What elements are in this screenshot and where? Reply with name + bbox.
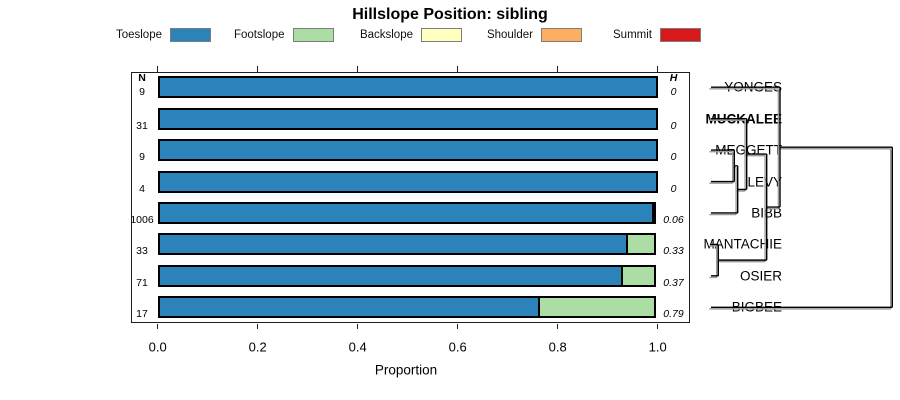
n-value: 33 [136, 245, 148, 258]
row-label-yonges: YONGES [724, 79, 782, 95]
legend-entry: Backslope [360, 27, 462, 43]
x-tick-bottom [557, 323, 559, 329]
legend-swatch-footslope [292, 28, 334, 42]
stacked-bar-osier [157, 264, 656, 287]
legend-label: Toeslope [115, 29, 162, 41]
x-tick-bottom [157, 323, 159, 329]
row-label-bigbee: BIGBEE [731, 299, 782, 315]
legend-label: Backslope [359, 29, 413, 41]
bar-segment-toeslope [157, 264, 623, 287]
stacked-bar-meggett [157, 139, 658, 162]
x-tick-top [157, 66, 159, 72]
legend-swatch-toeslope [170, 28, 211, 42]
plot-box [131, 71, 690, 323]
bar-segment-toeslope [157, 107, 658, 130]
n-value: 1006 [130, 213, 154, 226]
legend-label: Shoulder [486, 29, 533, 41]
stacked-bar-yonges [157, 76, 658, 99]
x-tick-label: 0.6 [448, 339, 467, 355]
row-label-bibb: BIBB [751, 205, 782, 221]
x-tick-label: 1.0 [648, 339, 667, 355]
n-value: 9 [139, 151, 145, 164]
row-label-meggett: MEGGETT [715, 142, 782, 158]
x-tick-bottom [657, 323, 659, 329]
stacked-bar-bibb [157, 201, 657, 224]
row-label-muckalee: MUCKALEE [705, 111, 783, 127]
row-label-levy: LEVY [747, 174, 782, 190]
x-tick-label: 0.0 [148, 339, 167, 355]
h-value: 0.06 [663, 213, 684, 226]
x-tick-bottom [457, 323, 459, 329]
row-label-mantachie: MANTACHIE [703, 236, 782, 252]
bar-segment-footslope [620, 264, 656, 287]
row-label-osier: OSIER [739, 268, 782, 284]
n-value: 4 [139, 182, 145, 195]
h-value: 0 [670, 86, 677, 99]
legend-label: Summit [613, 29, 652, 41]
x-tick-label: 0.2 [248, 339, 267, 355]
legend-swatch-backslope [421, 28, 462, 42]
h-value: 0.33 [663, 245, 684, 258]
x-tick-top [357, 66, 359, 72]
n-value: 17 [136, 308, 148, 321]
bar-segment-footslope [625, 233, 656, 256]
n-value: 31 [136, 119, 148, 132]
h-value: 0 [670, 119, 677, 132]
x-tick-bottom [357, 323, 359, 329]
chart-title: Hillslope Position: sibling [352, 6, 548, 23]
n-value: 71 [136, 276, 148, 289]
x-tick-label: 0.4 [348, 339, 367, 355]
bar-segment-footslope [652, 201, 657, 224]
legend-entry: Summit [613, 27, 701, 43]
legend-swatch-summit [660, 28, 701, 42]
legend-label: Footslope [233, 29, 285, 41]
x-tick-top [457, 66, 459, 72]
bar-segment-footslope [538, 296, 656, 319]
h-value: 0 [670, 182, 677, 195]
stacked-bar-levy [157, 170, 658, 193]
bar-segment-toeslope [157, 170, 658, 193]
legend-entry: Footslope [234, 27, 334, 43]
bar-segment-toeslope [157, 201, 655, 224]
bar-segment-toeslope [157, 296, 541, 319]
x-tick-label: 0.8 [548, 339, 567, 355]
bar-segment-toeslope [157, 76, 658, 99]
x-tick-top [657, 66, 659, 72]
x-axis-label: Proportion [374, 362, 438, 378]
h-column-header: H [669, 72, 678, 85]
h-value: 0.79 [663, 308, 684, 321]
h-value: 0 [670, 151, 677, 164]
n-column-header: N [138, 72, 146, 85]
bar-segment-toeslope [157, 139, 658, 162]
legend-swatch-shoulder [541, 28, 582, 42]
x-tick-top [557, 66, 559, 72]
legend-entry: Toeslope [116, 27, 211, 43]
x-tick-bottom [257, 323, 259, 329]
h-value: 0.37 [663, 276, 684, 289]
n-value: 9 [139, 86, 145, 99]
bar-segment-toeslope [157, 233, 628, 256]
legend-entry: Shoulder [487, 27, 582, 43]
stacked-bar-muckalee [157, 107, 658, 130]
x-tick-top [257, 66, 259, 72]
stacked-bar-mantachie [157, 233, 656, 256]
stacked-bar-bigbee [157, 296, 656, 319]
